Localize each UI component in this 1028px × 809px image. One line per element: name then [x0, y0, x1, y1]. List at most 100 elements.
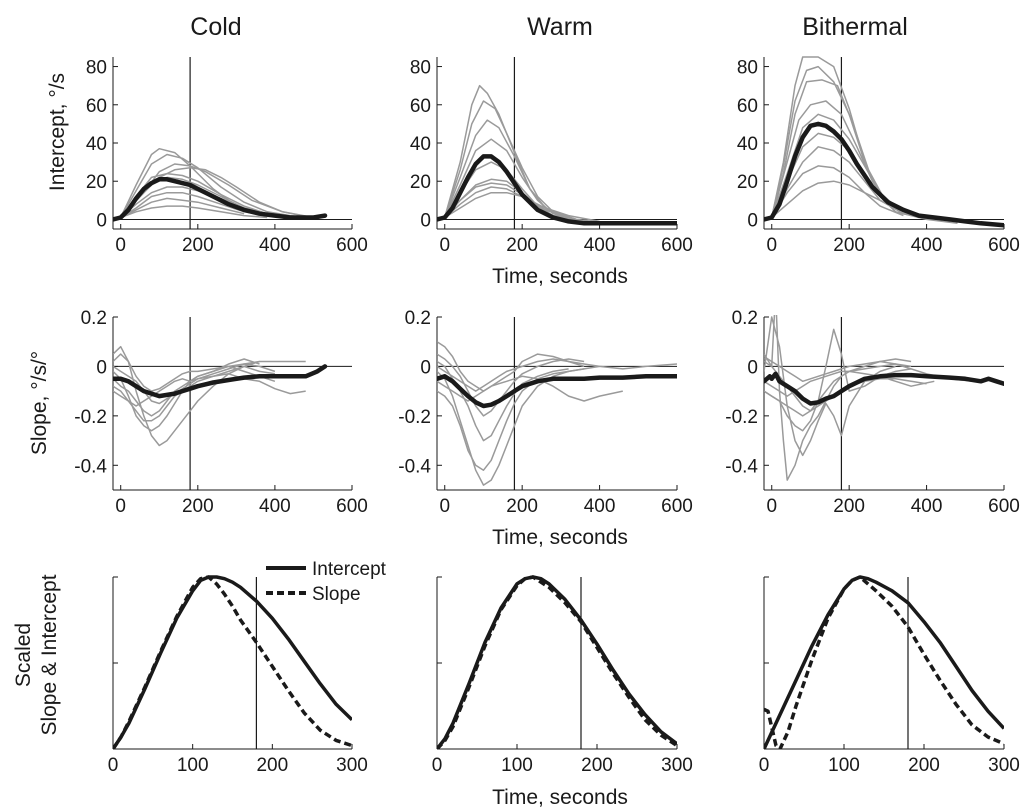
- mean-trace-line: [113, 364, 328, 399]
- y-tick-label: -0.4: [398, 456, 431, 477]
- y-tick-label: 0: [96, 357, 107, 378]
- xlabel-row3: Time, seconds: [492, 786, 628, 809]
- xlabel-row2: Time, seconds: [492, 526, 628, 549]
- x-tick-label: 600: [336, 496, 368, 517]
- scaled-intercept-line: [764, 575, 1004, 749]
- legend: Intercept Slope: [266, 559, 387, 605]
- individual-trace-line: [764, 316, 896, 457]
- individual-trace-line: [113, 345, 306, 447]
- x-tick-label: 0: [766, 235, 777, 256]
- individual-trace-line: [437, 341, 585, 392]
- y-tick-label: 20: [86, 172, 107, 193]
- x-tick-label: 200: [256, 755, 288, 776]
- individual-trace-line: [437, 191, 600, 223]
- individual-trace-line: [437, 138, 577, 221]
- individual-trace-line: [113, 353, 276, 392]
- y-tick-label: -0.4: [725, 456, 758, 477]
- x-tick-label: 0: [115, 496, 126, 517]
- x-tick-label: 200: [833, 235, 865, 256]
- row-label-scaled-line1: Scaled: [12, 623, 35, 687]
- x-tick-label: 0: [439, 496, 450, 517]
- individual-trace-line: [437, 358, 677, 392]
- individual-trace-line: [437, 100, 608, 225]
- legend-label-slope: Slope: [312, 584, 361, 605]
- row-label-scaled-line2: Slope & Intercept: [38, 574, 61, 735]
- panel-intercept-warm: 0 200 400 600 0 20 40 60 80: [410, 57, 693, 256]
- mean-trace-line: [764, 121, 1004, 228]
- column-title-cold: Cold: [190, 13, 241, 41]
- scaled-slope-line: [764, 575, 1004, 749]
- individual-trace-line: [437, 119, 585, 223]
- x-tick-label: 0: [108, 755, 119, 776]
- scaled-intercept-line: [437, 575, 677, 749]
- x-tick-label: 200: [581, 755, 613, 776]
- x-tick-label: 600: [661, 496, 693, 517]
- x-tick-label: 100: [828, 755, 860, 776]
- individual-trace-line: [764, 328, 912, 432]
- y-tick-label: 0: [96, 210, 107, 231]
- column-title-warm: Warm: [527, 13, 593, 41]
- y-tick-label: 60: [86, 96, 107, 117]
- panel-scaled-bithermal: 0 100 200 300: [759, 575, 1020, 776]
- x-tick-label: 200: [182, 496, 214, 517]
- panel-slope-bithermal: 0 200 400 600 -0.4 -0.2 0 0.2: [725, 308, 1020, 517]
- row-label-intercept: Intercept, °/s: [46, 73, 69, 191]
- y-tick-label: 40: [410, 134, 431, 155]
- mean-trace-line: [437, 154, 677, 226]
- x-tick-label: 300: [661, 755, 693, 776]
- x-tick-label: 200: [908, 755, 940, 776]
- mean-trace-line: [113, 177, 328, 222]
- x-tick-label: 400: [911, 235, 943, 256]
- y-tick-label: 0.2: [732, 308, 758, 329]
- y-tick-label: 80: [737, 58, 758, 79]
- x-tick-label: 200: [182, 235, 214, 256]
- scaled-intercept-line: [113, 575, 352, 749]
- x-tick-label: 100: [501, 755, 533, 776]
- y-tick-label: 80: [410, 58, 431, 79]
- x-tick-label: 600: [988, 496, 1020, 517]
- x-tick-label: 200: [506, 496, 538, 517]
- individual-trace-line: [437, 375, 623, 402]
- y-tick-label: 60: [737, 96, 758, 117]
- mean-trace-line: [764, 371, 1004, 406]
- x-tick-label: 0: [766, 496, 777, 517]
- individual-trace-line: [764, 355, 974, 383]
- y-tick-label: 0.2: [405, 308, 431, 329]
- panel-scaled-warm: 0 100 200 300: [432, 575, 693, 776]
- x-tick-label: 600: [661, 235, 693, 256]
- individual-trace-line: [437, 365, 600, 486]
- y-tick-label: 0: [420, 357, 431, 378]
- individual-trace-line: [113, 365, 276, 422]
- x-tick-label: 0: [432, 755, 443, 776]
- x-tick-label: 200: [506, 235, 538, 256]
- x-tick-label: 400: [259, 235, 291, 256]
- y-tick-label: 0: [747, 210, 758, 231]
- y-tick-label: -0.2: [725, 407, 758, 428]
- x-tick-label: 300: [336, 755, 368, 776]
- individual-trace-line: [113, 205, 268, 221]
- legend-label-intercept: Intercept: [312, 559, 387, 580]
- panel-slope-cold: 0 200 400 600 -0.4 -0.2 0 0.2: [74, 308, 368, 517]
- x-tick-label: 300: [988, 755, 1020, 776]
- y-tick-label: 80: [86, 58, 107, 79]
- individual-trace-line: [437, 368, 585, 471]
- scaled-slope-line: [437, 575, 677, 749]
- y-tick-label: 0: [747, 357, 758, 378]
- y-tick-label: 20: [737, 172, 758, 193]
- mean-trace-line: [437, 374, 677, 409]
- y-tick-label: -0.4: [74, 456, 107, 477]
- x-tick-label: 400: [584, 235, 616, 256]
- y-tick-label: 0.2: [81, 308, 107, 329]
- x-tick-label: 200: [833, 496, 865, 517]
- xlabel-row1: Time, seconds: [492, 265, 628, 288]
- y-tick-label: -0.2: [398, 407, 431, 428]
- y-tick-label: 40: [86, 134, 107, 155]
- y-tick-label: 60: [410, 96, 431, 117]
- column-title-bithermal: Bithermal: [802, 13, 908, 41]
- x-tick-label: 100: [177, 755, 209, 776]
- individual-trace-line: [113, 153, 306, 221]
- y-tick-label: 0: [420, 210, 431, 231]
- x-tick-label: 0: [115, 235, 126, 256]
- y-tick-label: 20: [410, 172, 431, 193]
